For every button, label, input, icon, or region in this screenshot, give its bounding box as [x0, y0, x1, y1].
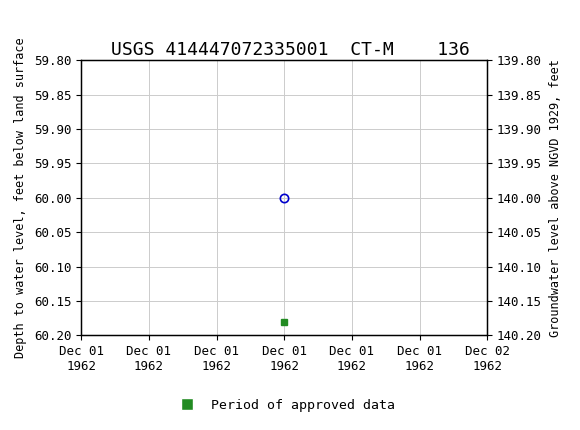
Legend: Period of approved data: Period of approved data: [168, 393, 400, 417]
Text: USGS 414447072335001  CT-M    136: USGS 414447072335001 CT-M 136: [111, 41, 469, 59]
Text: ≡USGS: ≡USGS: [17, 8, 93, 27]
Y-axis label: Groundwater level above NGVD 1929, feet: Groundwater level above NGVD 1929, feet: [549, 59, 562, 337]
Y-axis label: Depth to water level, feet below land surface: Depth to water level, feet below land su…: [14, 37, 27, 358]
